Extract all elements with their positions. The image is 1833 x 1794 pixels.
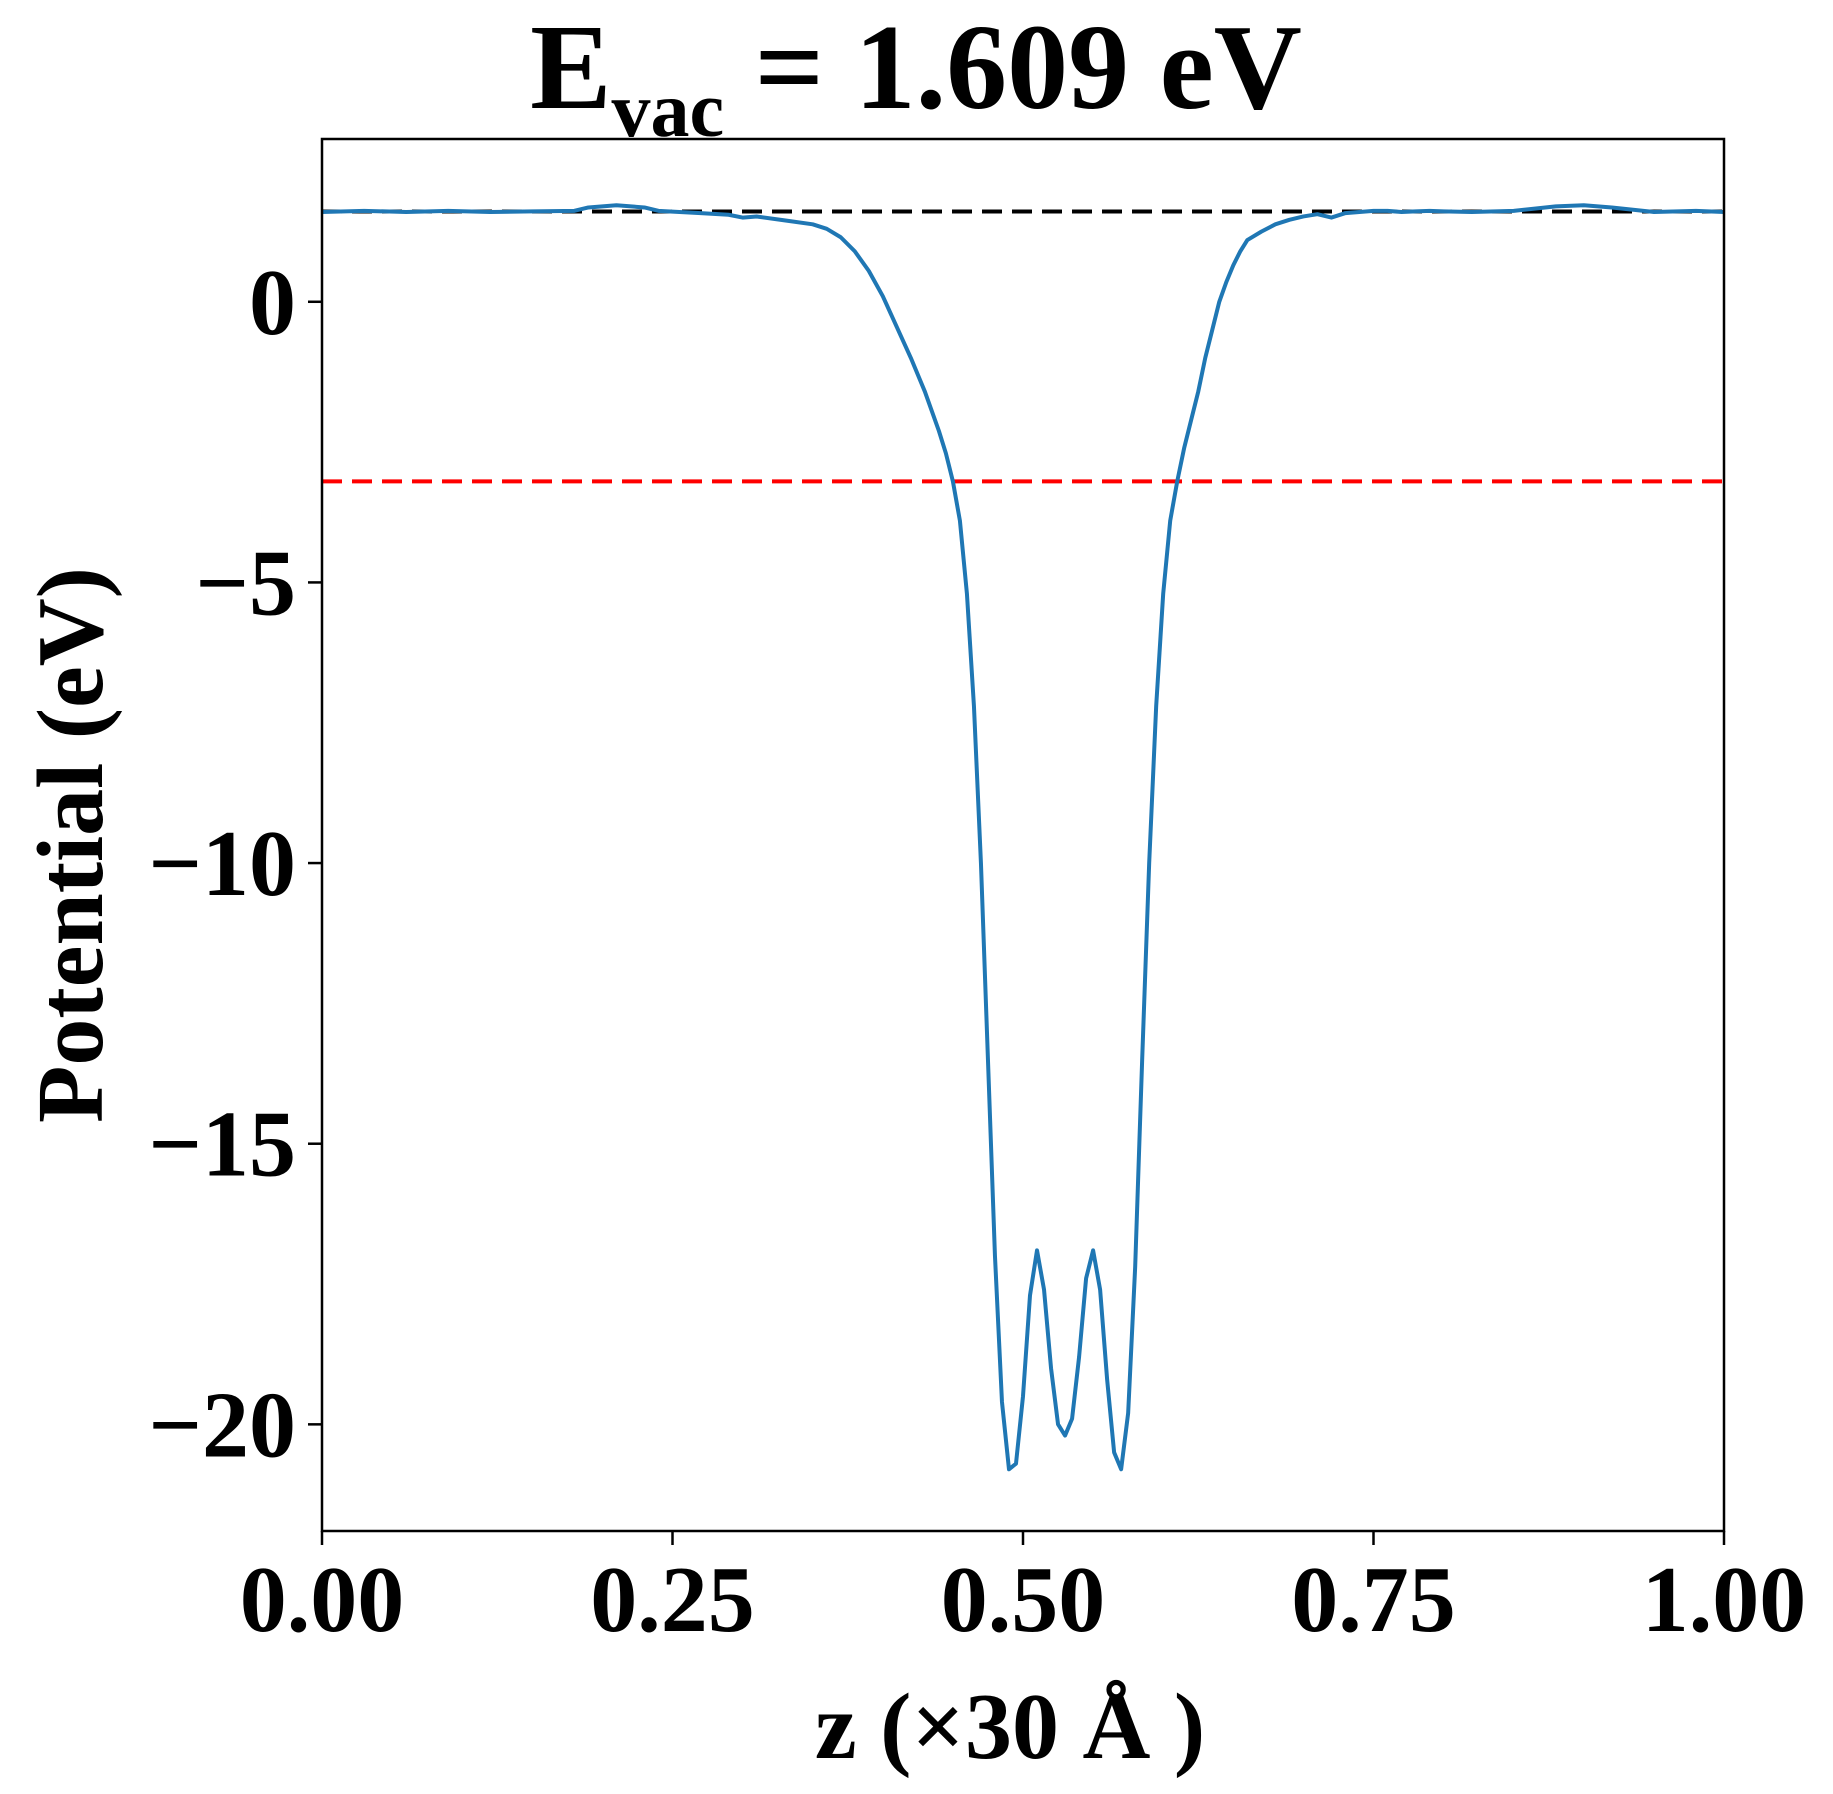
y-axis-label: Potential (eV) [19,567,123,1123]
plot-frame [320,137,1726,1533]
y-tick-label: −20 [148,1373,296,1477]
y-tick-label: −5 [195,531,296,635]
y-tick-label: 0 [249,251,296,355]
y-axis: 0 −5 −10 −15 −20 [148,251,322,1477]
plot-area [320,137,1726,1533]
x-tick-label: 0.50 [941,1548,1106,1652]
series-line-1 [322,203,1724,1472]
x-tick-label: 0.25 [590,1548,755,1652]
x-axis-label: z (×30 Å ) [815,1675,1205,1779]
title-main: E [530,0,611,135]
x-tick-label: 0.00 [240,1548,405,1652]
x-axis: 0.00 0.25 0.50 0.75 1.00 [240,1531,1807,1652]
y-tick-label: −15 [148,1093,296,1197]
title-rest: = 1.609 eV [724,0,1302,135]
chart-title: Evac = 1.609 eV [530,0,1302,153]
y-tick-label: −10 [148,812,296,916]
x-tick-label: 0.75 [1291,1548,1456,1652]
x-tick-label: 1.00 [1642,1548,1807,1652]
